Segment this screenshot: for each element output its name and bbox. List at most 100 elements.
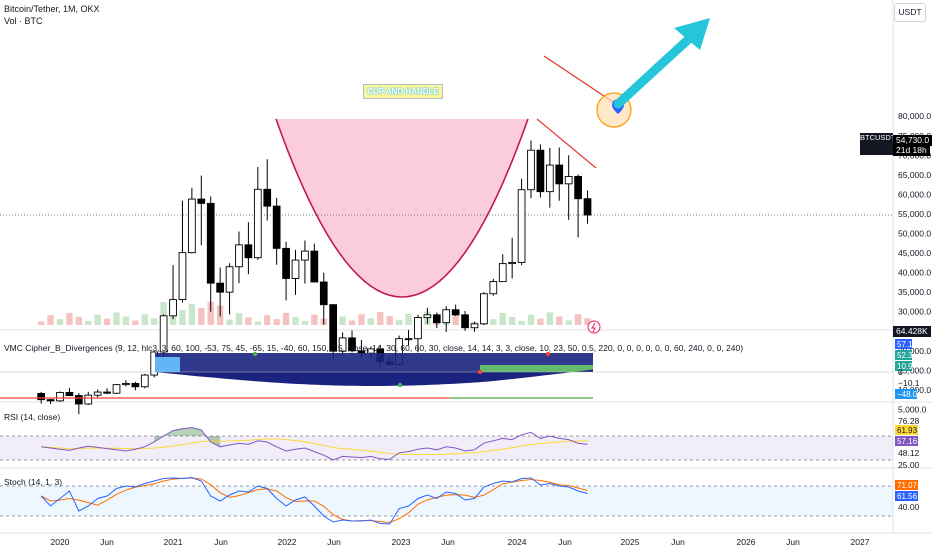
volume-bar — [122, 316, 130, 325]
candle-body — [423, 314, 432, 319]
stoch-tick-label: 40.00 — [898, 502, 920, 512]
volume-bar — [37, 321, 45, 325]
candle-body — [74, 395, 83, 405]
volume-bar — [273, 319, 280, 325]
candle — [197, 175, 206, 246]
price-tick-label: 20,000.0 — [898, 346, 931, 356]
time-tick-label: Jun — [327, 537, 341, 547]
candle-body — [404, 338, 413, 341]
volume-bar — [311, 314, 318, 325]
price-tick-label: 55,000.0 — [898, 209, 931, 219]
volume-bar — [75, 316, 83, 325]
price-badge: BTCUSDT — [860, 133, 896, 155]
candle — [338, 332, 347, 356]
candle — [263, 159, 272, 221]
candle-body — [470, 323, 479, 329]
time-tick-label: Jun — [214, 537, 228, 547]
volume-bar — [226, 319, 233, 325]
cipher-value-label: 10.9 — [897, 362, 913, 371]
volume-bar — [527, 314, 535, 325]
time-tick-label: Jun — [671, 537, 685, 547]
price-tick-label: 65,000.0 — [898, 170, 931, 180]
candle-body — [103, 391, 111, 394]
volume-bar — [367, 318, 375, 325]
volume-bar — [66, 312, 73, 325]
stoch-k-badge — [895, 480, 918, 490]
candle-body — [508, 261, 517, 265]
volume-bar — [113, 312, 120, 325]
candle — [329, 304, 338, 361]
stoch-k-line — [40, 476, 588, 525]
last-price-badge: 54,730.0 — [893, 135, 932, 146]
candle — [93, 389, 102, 398]
volume-bar — [508, 316, 516, 325]
volume-bar — [207, 301, 214, 325]
currency-button[interactable]: USDT — [894, 3, 926, 22]
candle-body — [564, 175, 573, 185]
candle — [74, 393, 83, 415]
volume-bar — [358, 314, 365, 325]
time-tick-label: 2024 — [508, 537, 527, 547]
symbol-label: BTCUSDT — [860, 133, 896, 143]
candle-body — [37, 392, 46, 401]
candle-body — [310, 250, 319, 283]
volume-bar — [499, 312, 506, 325]
candle-body — [263, 188, 272, 207]
candle — [480, 292, 488, 325]
volume-bar — [85, 320, 92, 325]
candle — [461, 310, 469, 331]
candle-body — [112, 384, 121, 394]
price-tick-label: 80,000.0 — [898, 111, 931, 121]
rsi-value-label: 61.93 — [897, 426, 918, 435]
time-tick-label: 2022 — [278, 537, 297, 547]
volume-bar — [179, 310, 186, 325]
rsi-tick-label: 25.00 — [898, 460, 920, 470]
price-tick-label: 5,000.0 — [898, 404, 927, 414]
cipher-dot — [477, 369, 483, 375]
volume-bar — [47, 315, 54, 325]
volume-bar — [339, 316, 346, 325]
volume-bar — [565, 320, 572, 325]
candle-body — [498, 263, 507, 283]
candle — [319, 272, 328, 325]
candle — [225, 263, 234, 315]
target-arrow-shaft — [613, 31, 697, 109]
candle — [159, 314, 168, 361]
volume-bar — [537, 318, 544, 325]
time-tick-label: 2027 — [851, 537, 870, 547]
rsi-ma-badge — [895, 436, 918, 446]
volume-bar — [264, 315, 271, 325]
volume-bar — [254, 321, 262, 325]
candle — [282, 241, 290, 301]
candle-body — [442, 309, 451, 324]
candle — [574, 174, 582, 238]
cipher-value-label: 52.3 — [897, 351, 913, 360]
candle — [301, 240, 309, 284]
volume-bar — [282, 312, 290, 325]
cipher-dot — [397, 382, 403, 388]
volume-bar — [141, 314, 148, 325]
candle-body — [480, 293, 488, 325]
candle — [65, 387, 74, 397]
candle — [178, 200, 187, 303]
candle-body — [93, 391, 102, 396]
cipher-value-label: 57.1 — [897, 340, 913, 349]
candle-body — [188, 198, 196, 254]
candle — [564, 155, 573, 220]
cipher-green-area — [480, 365, 593, 372]
volume-bar — [395, 320, 403, 325]
candle-body — [574, 175, 582, 200]
volume-bar — [386, 316, 393, 325]
volume-bar — [235, 313, 243, 325]
candle — [291, 249, 300, 295]
candle-body — [329, 304, 338, 352]
rsi-value-badge — [895, 425, 918, 435]
price-tick-label: 15,000.0 — [898, 365, 931, 375]
volume-bar — [377, 311, 384, 325]
candle-body — [225, 266, 234, 293]
time-tick-label: Jun — [441, 537, 455, 547]
candle-body — [414, 317, 422, 340]
volume-bar — [132, 320, 139, 325]
cipher-value-badge — [895, 361, 912, 371]
